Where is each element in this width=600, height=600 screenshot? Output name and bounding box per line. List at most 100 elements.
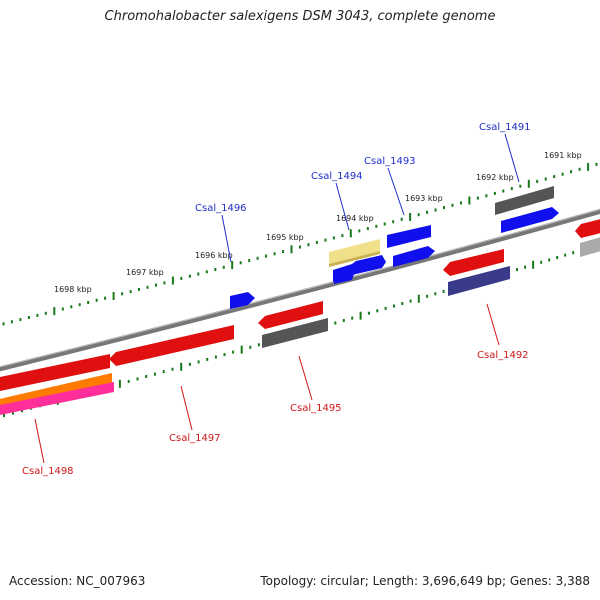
feature-csal-1493-lower[interactable] (393, 246, 435, 267)
gene-label-csal-1494[interactable]: Csal_1494 (311, 171, 363, 182)
gene-label-csal-1495[interactable]: Csal_1495 (290, 403, 342, 414)
major-tick (359, 311, 362, 320)
minor-tick (434, 208, 437, 212)
feature-offscreen-gray[interactable] (580, 236, 600, 257)
feature-csal-1494-yellow-edge (329, 251, 380, 267)
feature-csal-1491-gray[interactable] (495, 186, 554, 215)
gene-feature[interactable] (575, 218, 600, 257)
minor-tick (366, 227, 369, 231)
minor-tick (257, 343, 260, 347)
minor-tick (197, 360, 200, 364)
minor-tick (239, 261, 242, 265)
minor-tick (553, 175, 556, 179)
minor-tick (342, 319, 345, 322)
accession-text: Accession: NC_007963 (9, 574, 146, 588)
minor-tick (299, 245, 301, 249)
minor-tick (367, 311, 370, 315)
minor-tick (104, 296, 107, 300)
feature-csal-1492-purple[interactable] (448, 266, 510, 296)
gene-label-csal-1492[interactable]: Csal_1492 (477, 350, 529, 361)
minor-tick (197, 272, 200, 276)
minor-tick (3, 414, 5, 418)
gene-label-csal-1497[interactable]: Csal_1497 (169, 433, 221, 444)
minor-tick (129, 290, 132, 294)
major-tick (349, 229, 352, 238)
gene-feature[interactable] (329, 239, 380, 267)
leader-csal-1492 (486, 303, 500, 346)
minor-tick (358, 229, 361, 233)
gene-label-csal-1493[interactable]: Csal_1493 (364, 156, 416, 167)
minor-tick (460, 201, 462, 205)
major-tick (231, 261, 234, 270)
scale-label-1696: 1696 kbp (195, 251, 233, 260)
gene-feature[interactable] (0, 354, 114, 416)
minor-tick (61, 307, 64, 311)
minor-tick (451, 203, 454, 207)
leader-csal-1498 (34, 418, 45, 464)
feature-csal-1491-blue[interactable] (501, 207, 559, 233)
feature-csal-1498-red[interactable] (0, 354, 110, 392)
gene-label-csal-1496[interactable]: Csal_1496 (195, 203, 247, 214)
minor-tick (442, 289, 445, 293)
gene-feature[interactable] (258, 301, 328, 348)
major-tick (417, 294, 420, 303)
minor-tick (519, 184, 522, 188)
feature-csal-1492-red[interactable] (443, 249, 504, 276)
minor-tick (19, 318, 22, 322)
minor-tick (163, 281, 166, 285)
minor-tick (162, 370, 165, 374)
minor-tick (307, 243, 310, 247)
minor-tick (400, 217, 403, 221)
leader-csal-1496 (221, 214, 232, 263)
minor-tick (155, 283, 157, 287)
gene-feature[interactable] (443, 249, 510, 296)
gene-label-csal-1498[interactable]: Csal_1498 (22, 466, 74, 477)
gene-label-csal-1491[interactable]: Csal_1491 (479, 122, 531, 133)
feature-csal-1494-yellow[interactable] (329, 239, 380, 264)
gene-feature[interactable] (387, 225, 435, 267)
feature-offscreen-red[interactable] (575, 218, 600, 238)
minor-tick (476, 196, 479, 200)
major-tick (290, 245, 293, 254)
minor-tick (265, 254, 268, 258)
gene-feature[interactable] (230, 292, 255, 309)
minor-tick (70, 305, 73, 309)
minor-tick (146, 285, 149, 289)
gene-feature[interactable] (109, 325, 234, 366)
minor-tick (188, 362, 191, 366)
scale-label-1693: 1693 kbp (405, 194, 443, 203)
minor-tick (27, 316, 30, 319)
minor-tick (136, 377, 139, 381)
minor-tick (127, 379, 130, 383)
feature-csal-1495-red[interactable] (258, 301, 323, 329)
minor-tick (36, 313, 39, 317)
feature-csal-1498-pink[interactable] (0, 382, 114, 416)
minor-tick (341, 234, 344, 238)
genome-backbone-highlight (0, 208, 600, 368)
feature-csal-1494-forward-body[interactable] (333, 255, 386, 282)
minor-tick (536, 179, 539, 183)
minor-tick (206, 357, 209, 361)
minor-tick (401, 302, 404, 305)
minor-tick (548, 258, 551, 262)
minor-tick (248, 259, 251, 263)
minor-tick (417, 213, 420, 217)
minor-tick (351, 316, 354, 320)
minor-tick (232, 350, 235, 354)
minor-tick (561, 172, 564, 176)
feature-csal-1495-gray[interactable] (262, 318, 328, 348)
minor-tick (222, 265, 225, 269)
leader-csal-1491 (504, 133, 520, 183)
scale-label-1692: 1692 kbp (476, 173, 514, 182)
minor-tick (180, 276, 183, 280)
gene-feature[interactable] (333, 255, 386, 284)
scale-label-1698: 1698 kbp (54, 285, 92, 294)
minor-tick (564, 253, 567, 257)
gene-feature[interactable] (495, 186, 559, 233)
outer-tick-row (2, 162, 598, 326)
feature-csal-1496[interactable] (230, 292, 255, 309)
feature-csal-1497[interactable] (109, 325, 234, 366)
feature-csal-1493-upper[interactable] (387, 225, 431, 248)
major-tick (587, 162, 590, 171)
